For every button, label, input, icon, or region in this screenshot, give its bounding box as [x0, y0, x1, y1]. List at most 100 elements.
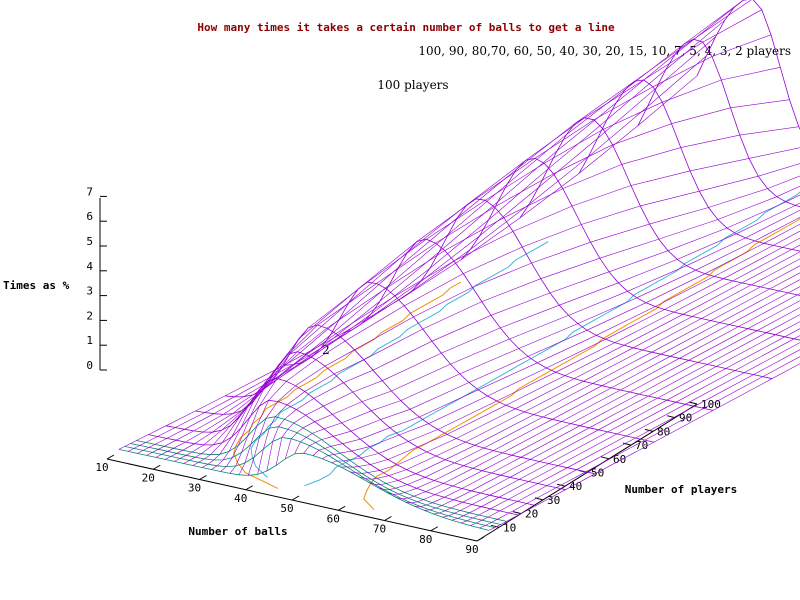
surface-line-balls-52 — [312, 230, 800, 456]
surface-line-balls-20 — [164, 0, 744, 460]
y-tick-mark — [688, 401, 698, 405]
surface-line-balls-84 — [460, 342, 800, 524]
surface-line-balls-54 — [322, 237, 800, 460]
legend-text: 100, 90, 80,70, 60, 50, 40, 30, 20, 15, … — [418, 44, 791, 58]
x-tick-mark — [476, 536, 485, 542]
surface-line-balls-26 — [192, 34, 772, 466]
x-tick-mark — [338, 505, 346, 511]
contour-level-2 — [250, 241, 549, 478]
y-tick-label: 50 — [591, 467, 604, 480]
surface-line-balls-68 — [387, 286, 800, 495]
z-tick-label: 6 — [86, 210, 93, 223]
y-tick-mark — [600, 456, 610, 460]
surface-line-players-70 — [519, 117, 800, 296]
z-axis-label: Times as % — [3, 279, 70, 292]
surface-line-balls-48 — [294, 216, 800, 455]
x-tick-label: 10 — [95, 461, 108, 474]
surface-line-balls-90 — [488, 363, 800, 531]
surface-line-balls-64 — [368, 272, 800, 485]
x-tick-label: 80 — [419, 533, 432, 546]
surface-line-balls-44 — [275, 202, 800, 466]
surface-line-balls-30 — [211, 99, 790, 470]
surface-line-players-100 — [696, 0, 800, 131]
surface-line-players-2 — [118, 449, 489, 531]
surface-line-balls-70 — [396, 293, 800, 500]
x-tick-label: 20 — [142, 471, 155, 484]
z-tick-label: 7 — [86, 185, 93, 198]
y-tick-label: 10 — [503, 521, 516, 534]
surface-line-balls-86 — [470, 349, 800, 526]
axes: 1020304050607080901020304050607080901000… — [86, 185, 721, 556]
surface-line-balls-62 — [359, 265, 800, 480]
contour-level-1 — [233, 281, 462, 489]
z-tick-label: 4 — [86, 260, 93, 273]
annotation-2-players: 2 — [322, 343, 330, 357]
surface-line-players-50 — [401, 198, 773, 380]
x-tick-label: 70 — [373, 523, 386, 536]
surface-line-balls-24 — [183, 9, 762, 464]
y-tick-mark — [490, 524, 500, 528]
annotation-100-players: 100 players — [377, 78, 448, 92]
surface-line-players-80 — [578, 79, 800, 252]
z-tick-label: 2 — [86, 309, 93, 322]
y-tick-mark — [622, 442, 632, 446]
x-tick-mark — [199, 475, 207, 480]
surface-line-balls-66 — [377, 279, 800, 490]
surface-line-balls-14 — [137, 36, 716, 454]
surface-line-balls-38 — [248, 175, 800, 476]
z-tick-label: 1 — [86, 334, 93, 347]
surface-line-balls-60 — [350, 258, 800, 474]
surface-line-balls-10 — [118, 75, 698, 450]
surface-line-players-90 — [637, 38, 800, 208]
surface-line-balls-32 — [220, 126, 799, 472]
y-axis-label: Number of players — [625, 483, 738, 496]
x-tick-mark — [245, 485, 253, 491]
surface-line-balls-18 — [155, 7, 735, 458]
surface-line-balls-58 — [340, 251, 800, 468]
chart-title: How many times it takes a certain number… — [197, 21, 615, 34]
z-tick-label: 3 — [86, 285, 93, 298]
surface-line-balls-34 — [229, 147, 800, 474]
surface-line-balls-50 — [303, 223, 800, 454]
x-tick-label: 60 — [327, 512, 340, 525]
surface-line-balls-22 — [174, 0, 752, 462]
contour-level-1 — [363, 217, 800, 511]
y-tick-mark — [512, 511, 522, 515]
surface-line-balls-42 — [266, 194, 800, 472]
surface-mesh — [118, 0, 800, 531]
surface-line-balls-82 — [451, 335, 800, 521]
y-tick-label: 20 — [525, 508, 538, 521]
x-tick-label: 40 — [234, 492, 247, 505]
contour-level-2 — [304, 191, 800, 487]
x-tick-label: 30 — [188, 482, 201, 495]
surface-line-balls-28 — [201, 67, 781, 468]
y-tick-label: 40 — [569, 480, 582, 493]
y-tick-mark — [644, 428, 654, 432]
surface-line-balls-74 — [414, 307, 800, 507]
x-tick-mark — [153, 464, 161, 470]
y-tick-label: 60 — [613, 453, 626, 466]
x-tick-mark — [384, 516, 392, 521]
surface-line-players-40 — [342, 238, 714, 411]
y-tick-label: 70 — [635, 439, 648, 452]
surface-line-balls-40 — [257, 185, 800, 475]
surface-line-balls-12 — [127, 55, 707, 452]
z-tick-label: 0 — [86, 359, 93, 372]
surface-line-balls-88 — [479, 356, 800, 529]
surface-line-balls-72 — [405, 300, 800, 504]
surface-line-balls-76 — [424, 314, 800, 511]
x-tick-label: 90 — [465, 543, 478, 556]
surface-line-balls-36 — [238, 163, 800, 475]
y-tick-label: 30 — [547, 494, 560, 507]
x-tick-mark — [106, 454, 115, 460]
surface-line-balls-78 — [433, 321, 800, 515]
x-tick-label: 50 — [280, 502, 293, 515]
surface-line-balls-46 — [285, 209, 800, 459]
x-tick-mark — [291, 495, 300, 501]
surface-line-players-3 — [124, 437, 495, 528]
x-tick-mark — [430, 526, 438, 532]
surface-line-balls-56 — [331, 244, 800, 463]
base-contours — [233, 191, 800, 511]
surface-line-players-15 — [195, 351, 566, 491]
